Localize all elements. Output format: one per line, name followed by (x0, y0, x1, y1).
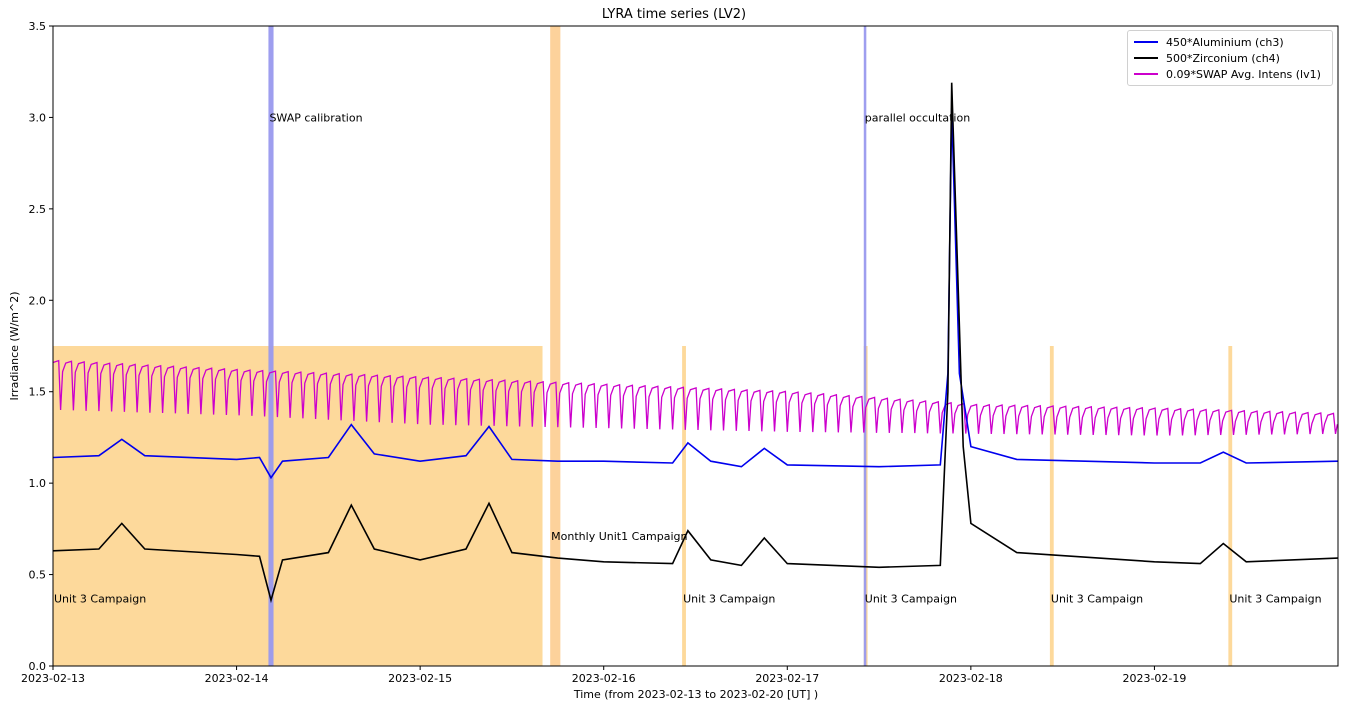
region-labels: Unit 3 Campaign Monthly Unit1 Campaign Uni… (54, 111, 1322, 605)
legend-label-zirconium: 500*Zirconium (ch4) (1166, 51, 1280, 65)
region-label-swap-calibration: SWAP calibration (269, 111, 362, 124)
x-tick-label: 2023-02-18 (939, 672, 1003, 685)
y-tick-label: 0.5 (29, 569, 47, 582)
legend-label-aluminium: 450*Aluminium (ch3) (1166, 35, 1284, 49)
shaded-region-monthly-unit1-campaign (550, 26, 561, 666)
x-tick-label: 2023-02-19 (1122, 672, 1186, 685)
region-label-unit-3-campaign: Unit 3 Campaign (865, 592, 957, 605)
y-tick-label: 3.5 (29, 20, 47, 33)
y-tick-label: 2.0 (29, 294, 47, 307)
region-label-monthly-unit1-campaign: Monthly Unit1 Campaign (551, 530, 687, 543)
region-label-unit-3-campaign: Unit 3 Campaign (1051, 592, 1143, 605)
plot-frame (52, 25, 1339, 667)
region-label-unit-3-campaign: Unit 3 Campaign (683, 592, 775, 605)
x-axis-label: Time (from 2023-02-13 to 2023-02-20 [UT]… (573, 688, 818, 701)
series-line-450-aluminium-ch3 (52, 108, 1339, 480)
x-tick-label: 2023-02-17 (755, 672, 819, 685)
legend-entry-zirconium: 500*Zirconium (ch4) (1134, 50, 1326, 66)
y-tick-label: 1.0 (29, 477, 47, 490)
x-axis-ticks: 2023-02-13 2023-02-14 2023-02-15 2023-02-16… (21, 666, 1186, 685)
region-label-unit-3-campaign: Unit 3 Campaign (1229, 592, 1321, 605)
shaded-region-swap-calibration (268, 26, 274, 666)
series-lines (52, 82, 1339, 604)
shaded-regions (53, 26, 1233, 666)
shaded-region-unit-3-campaign (1049, 346, 1054, 666)
shaded-region-parallel-occultation (863, 26, 867, 666)
shaded-region-unit-3-campaign (1228, 346, 1233, 666)
x-tick-label: 2023-02-15 (388, 672, 452, 685)
legend-swatch-zirconium (1134, 57, 1158, 59)
legend: 450*Aluminium (ch3) 500*Zirconium (ch4) … (1127, 30, 1333, 86)
y-tick-label: 1.5 (29, 386, 47, 399)
x-tick-label: 2023-02-13 (21, 672, 85, 685)
y-axis-label: Irradiance (W/m^2) (8, 292, 21, 401)
y-tick-label: 3.0 (29, 111, 47, 124)
legend-entry-swap: 0.09*SWAP Avg. Intens (lv1) (1134, 66, 1326, 82)
y-tick-label: 2.5 (29, 203, 47, 216)
x-tick-label: 2023-02-16 (572, 672, 636, 685)
shaded-region-unit-3-campaign (682, 346, 686, 666)
series-line-500-zirconium-ch4 (52, 82, 1339, 604)
series-line-0-09-swap-avg-intens-lv1 (52, 359, 1339, 436)
legend-swatch-swap (1134, 73, 1158, 75)
legend-label-swap: 0.09*SWAP Avg. Intens (lv1) (1166, 67, 1321, 81)
y-axis-ticks: 0.0 0.5 1.0 1.5 2.0 2.5 3.0 3.5 (29, 20, 53, 673)
chart-title: LYRA time series (LV2) (602, 7, 746, 22)
region-label-unit-3-campaign: Unit 3 Campaign (54, 592, 146, 605)
region-label-parallel-occultation: parallel occultation (865, 111, 970, 124)
y-tick-label: 0.0 (29, 660, 47, 673)
legend-swatch-aluminium (1134, 41, 1158, 43)
x-tick-label: 2023-02-14 (205, 672, 269, 685)
legend-entry-aluminium: 450*Aluminium (ch3) (1134, 34, 1326, 50)
shaded-region-unit-3-campaign (53, 346, 543, 666)
